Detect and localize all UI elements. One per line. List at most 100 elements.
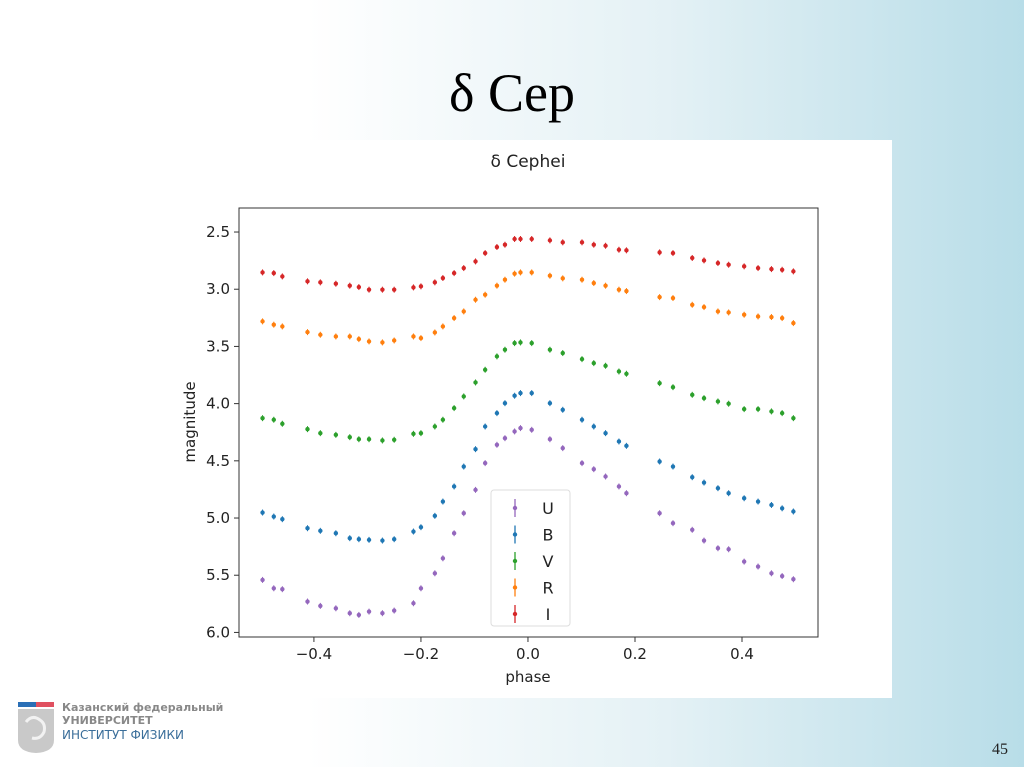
data-point <box>741 406 747 412</box>
data-point <box>356 536 362 542</box>
data-point <box>624 288 629 294</box>
page-number: 45 <box>992 741 1008 758</box>
data-point <box>366 609 372 614</box>
data-point <box>512 393 517 398</box>
data-point <box>791 415 796 421</box>
data-point <box>432 424 438 429</box>
data-point <box>529 340 534 346</box>
data-point <box>482 460 488 466</box>
data-point <box>482 250 488 256</box>
chart-title: δ Cephei <box>491 152 566 172</box>
data-point <box>741 496 747 501</box>
legend-label: R <box>542 579 553 598</box>
data-point <box>726 547 731 552</box>
data-point <box>591 360 596 366</box>
data-point <box>690 392 695 398</box>
data-point <box>411 285 416 290</box>
data-point <box>701 304 707 310</box>
data-point <box>380 611 385 616</box>
data-point <box>741 312 747 317</box>
data-point <box>260 510 265 515</box>
data-point <box>333 281 339 286</box>
data-point <box>356 612 362 618</box>
data-point <box>440 499 446 504</box>
data-point <box>432 330 438 335</box>
data-point <box>657 250 662 255</box>
data-point <box>579 277 585 282</box>
data-point <box>432 513 438 519</box>
legend-label: I <box>546 605 551 624</box>
data-point <box>560 445 565 451</box>
data-point <box>260 319 265 324</box>
data-point <box>502 242 508 247</box>
data-point <box>318 332 323 337</box>
x-tick-label: 0.2 <box>623 645 647 663</box>
data-point <box>624 443 629 449</box>
data-point <box>579 417 585 422</box>
data-point <box>603 430 608 436</box>
data-point <box>391 536 397 542</box>
x-tick-label: −0.4 <box>296 645 332 663</box>
data-point <box>482 292 488 297</box>
x-tick-label: 0.0 <box>516 645 540 663</box>
data-point <box>741 559 747 564</box>
data-point <box>494 283 500 288</box>
data-point <box>380 538 385 543</box>
data-point <box>451 270 457 276</box>
data-point <box>411 601 416 606</box>
data-point <box>726 310 731 315</box>
data-point <box>260 415 265 421</box>
legend-marker-dot <box>512 505 518 511</box>
data-point <box>494 410 500 416</box>
data-point <box>560 407 565 413</box>
y-tick-label: 3.0 <box>206 280 230 298</box>
slide-title: δ Cep <box>449 63 575 123</box>
y-tick-label: 5.5 <box>206 566 230 584</box>
data-point <box>271 514 276 519</box>
data-point <box>271 417 276 422</box>
data-point <box>271 322 276 327</box>
data-point <box>473 297 478 302</box>
data-point <box>670 520 676 526</box>
data-point <box>547 238 553 243</box>
data-point <box>603 363 608 368</box>
data-point <box>670 295 676 301</box>
data-point <box>657 294 662 300</box>
data-point <box>271 586 276 591</box>
data-point <box>494 354 500 359</box>
data-point <box>482 367 488 372</box>
data-point <box>432 571 438 576</box>
data-point <box>715 546 721 551</box>
data-point <box>318 528 323 534</box>
data-point <box>411 334 416 339</box>
data-point <box>791 577 796 582</box>
data-point <box>280 324 285 329</box>
data-point <box>502 400 508 406</box>
kfu-emblem-icon <box>18 702 54 753</box>
data-point <box>547 347 553 352</box>
data-point <box>461 394 466 399</box>
data-point <box>502 347 508 352</box>
data-point <box>518 236 523 242</box>
data-point <box>347 611 352 616</box>
data-point <box>518 270 523 275</box>
data-point <box>494 442 500 448</box>
data-point <box>769 314 774 320</box>
data-point <box>391 608 397 613</box>
data-point <box>440 417 446 422</box>
data-point <box>547 437 553 442</box>
data-point <box>366 437 372 442</box>
data-point <box>690 302 695 307</box>
y-tick-label: 4.5 <box>206 452 230 470</box>
data-point <box>411 431 416 437</box>
data-point <box>547 273 553 278</box>
plot-frame <box>238 207 819 638</box>
y-tick-label: 4.0 <box>206 395 230 413</box>
data-point <box>755 265 761 271</box>
data-point <box>305 279 310 284</box>
y-tick-label: 2.5 <box>206 223 230 241</box>
legend-label: B <box>543 526 554 545</box>
y-tick-label: 5.0 <box>206 509 230 527</box>
y-tick-label: 6.0 <box>206 623 230 641</box>
